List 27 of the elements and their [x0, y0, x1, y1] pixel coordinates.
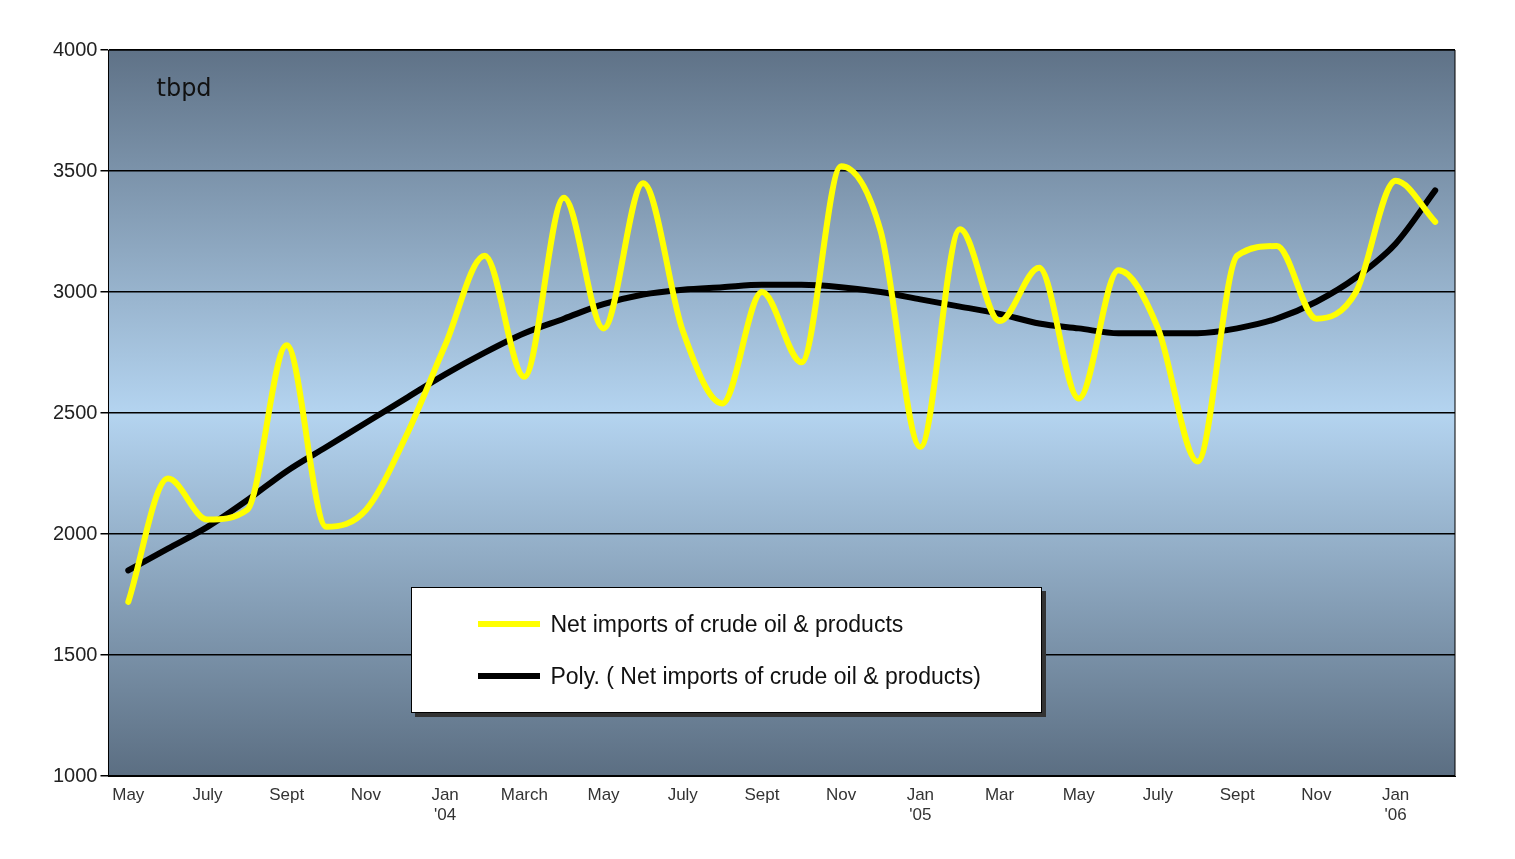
x-tick-label: Sept [269, 785, 305, 805]
x-tick-label: July [1142, 785, 1174, 805]
x-tick-label: May [587, 785, 621, 805]
legend-label: Poly. ( Net imports of crude oil & products) [550, 662, 981, 690]
x-tick-label: July [192, 785, 224, 805]
x-tick-label: Nov [826, 785, 857, 805]
y-tick-label: 4000 [52, 37, 98, 60]
annotation: tbpd [156, 74, 212, 103]
y-tick-label: 1000 [52, 763, 98, 786]
x-tick-label: May [1062, 785, 1096, 805]
x-tick-label: Sept [744, 785, 780, 805]
y-tick-label: 1500 [52, 642, 98, 665]
y-tick-label: 2500 [52, 400, 98, 423]
x-tick-label: May [112, 785, 145, 805]
x-tick-label: Jan '06 [1381, 785, 1410, 825]
x-tick-label: Jan '05 [906, 785, 935, 825]
y-tick-label: 2000 [52, 521, 98, 544]
y-tick-label: 3000 [52, 279, 98, 302]
x-tick-label: Nov [350, 785, 382, 805]
x-tick-label: Mar [984, 785, 1015, 805]
x-tick-label: July [667, 785, 699, 805]
legend-label: Net imports of crude oil & products [550, 610, 904, 638]
x-tick-label: Sept [1219, 785, 1255, 805]
x-tick-label: Nov [1301, 785, 1332, 805]
y-tick-label: 3500 [52, 158, 98, 181]
x-tick-label: March [500, 785, 548, 805]
x-tick-label: Jan '04 [431, 785, 459, 825]
